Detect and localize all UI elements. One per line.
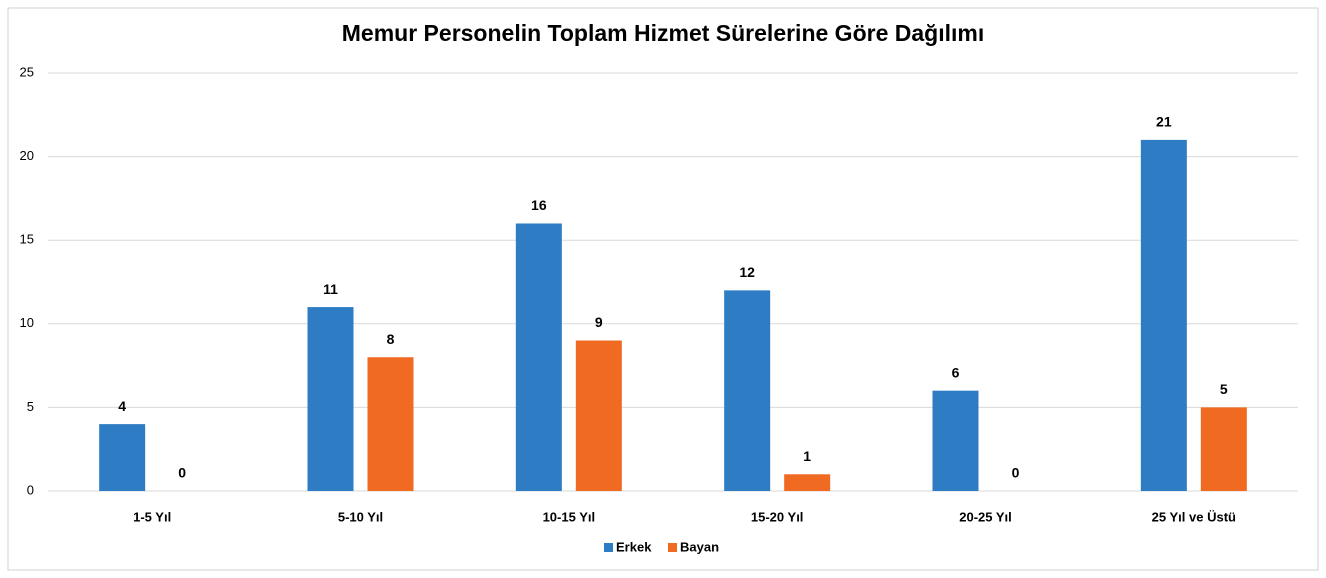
y-tick-label: 10 bbox=[20, 315, 34, 330]
data-label: 4 bbox=[118, 398, 126, 414]
y-tick-label: 0 bbox=[27, 482, 34, 497]
legend-swatch bbox=[604, 543, 613, 552]
x-tick-label: 15-20 Yıl bbox=[751, 509, 804, 524]
data-label: 5 bbox=[1220, 381, 1228, 397]
data-label: 1 bbox=[803, 448, 811, 464]
bar bbox=[784, 474, 831, 491]
bar bbox=[307, 307, 354, 491]
y-tick-label: 25 bbox=[20, 64, 34, 79]
x-tick-label: 20-25 Yıl bbox=[959, 509, 1012, 524]
legend-swatch bbox=[668, 543, 677, 552]
data-label: 16 bbox=[531, 197, 547, 213]
legend-label: Erkek bbox=[616, 539, 652, 554]
data-label: 8 bbox=[387, 331, 395, 347]
bar bbox=[1200, 407, 1247, 491]
chart-frame bbox=[7, 7, 1319, 571]
x-tick-label: 10-15 Yıl bbox=[543, 509, 596, 524]
y-tick-label: 20 bbox=[20, 148, 34, 163]
bar bbox=[724, 290, 771, 491]
y-tick-label: 15 bbox=[20, 232, 34, 247]
bar bbox=[367, 357, 414, 491]
data-label: 0 bbox=[1012, 465, 1020, 481]
bar bbox=[99, 424, 146, 491]
chart-title: Memur Personelin Toplam Hizmet Sürelerin… bbox=[342, 20, 984, 46]
y-tick-label: 5 bbox=[27, 399, 34, 414]
x-tick-label: 5-10 Yıl bbox=[338, 509, 383, 524]
data-label: 0 bbox=[178, 465, 186, 481]
bar bbox=[932, 390, 979, 491]
data-label: 21 bbox=[1156, 114, 1172, 130]
bar bbox=[1140, 139, 1187, 491]
bar bbox=[515, 223, 562, 492]
bar bbox=[575, 340, 622, 491]
x-tick-label: 25 Yıl ve Üstü bbox=[1152, 509, 1236, 524]
data-label: 12 bbox=[739, 264, 755, 280]
data-label: 9 bbox=[595, 314, 603, 330]
x-tick-label: 1-5 Yıl bbox=[133, 509, 171, 524]
data-label: 6 bbox=[952, 364, 960, 380]
data-label: 11 bbox=[323, 281, 338, 297]
legend-label: Bayan bbox=[680, 539, 719, 554]
